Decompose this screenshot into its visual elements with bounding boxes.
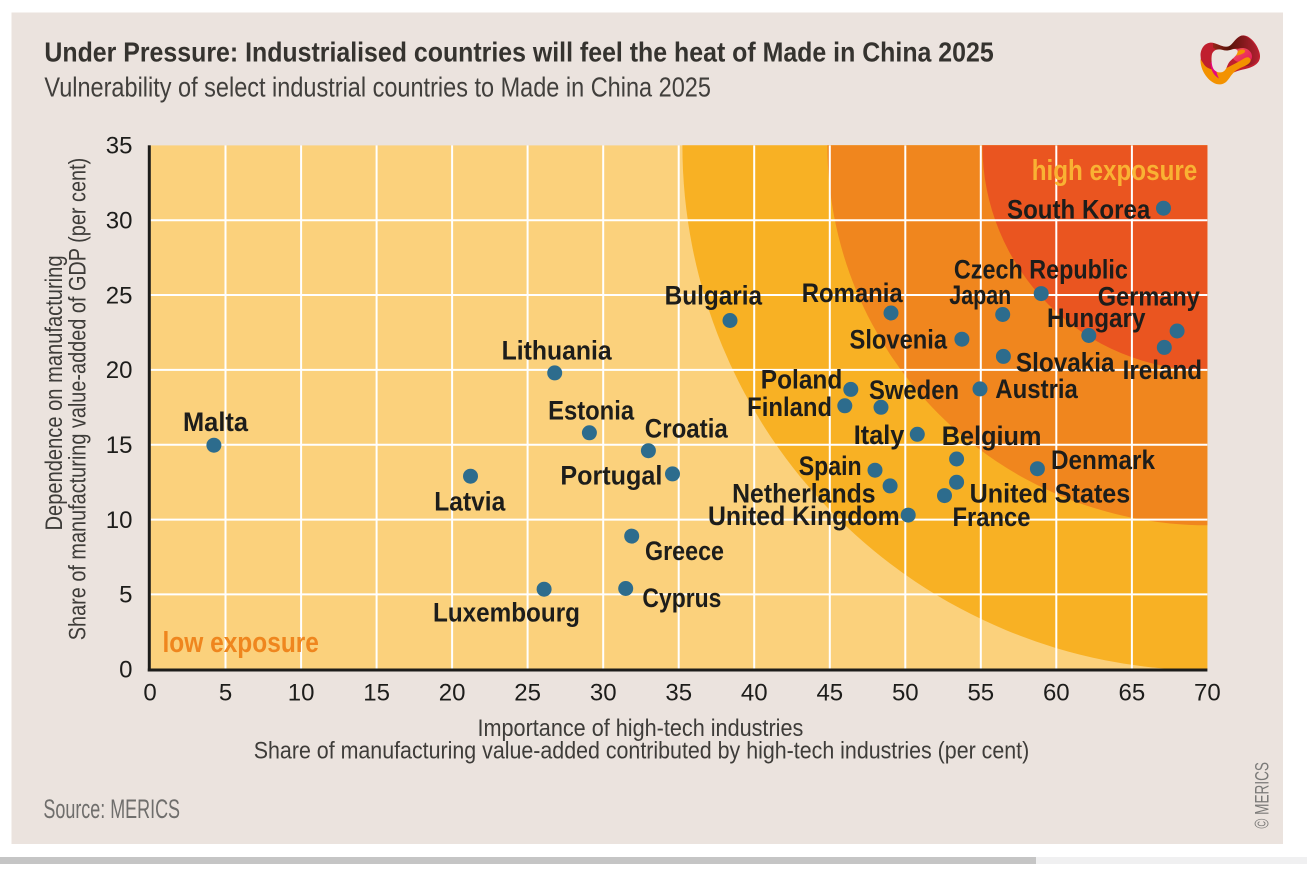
svg-text:Vulnerability of select indust: Vulnerability of select industrial count… (44, 71, 711, 102)
svg-text:low exposure: low exposure (163, 627, 319, 659)
svg-text:Belgium: Belgium (942, 421, 1042, 451)
svg-text:65: 65 (1119, 680, 1146, 707)
svg-text:© MERICS: © MERICS (1253, 762, 1274, 829)
svg-text:Slovakia: Slovakia (1016, 348, 1116, 378)
svg-text:30: 30 (106, 208, 133, 235)
svg-text:Share of manufacturing value-a: Share of manufacturing value-added contr… (254, 737, 1030, 764)
svg-text:50: 50 (892, 680, 919, 707)
svg-text:United States: United States (970, 478, 1131, 508)
svg-text:Czech Republic: Czech Republic (954, 255, 1128, 285)
svg-text:Italy: Italy (854, 420, 905, 450)
svg-text:60: 60 (1043, 680, 1070, 707)
svg-text:40: 40 (741, 680, 768, 707)
svg-text:Estonia: Estonia (548, 395, 635, 425)
svg-text:Lithuania: Lithuania (502, 335, 613, 365)
svg-text:Finland: Finland (747, 392, 832, 422)
svg-text:5: 5 (219, 680, 232, 707)
svg-text:35: 35 (106, 133, 133, 160)
svg-text:Portugal: Portugal (560, 461, 662, 491)
svg-text:20: 20 (106, 357, 133, 384)
svg-text:Denmark: Denmark (1051, 445, 1156, 475)
svg-text:Poland: Poland (761, 365, 843, 395)
svg-text:Greece: Greece (645, 536, 724, 566)
svg-text:45: 45 (816, 680, 843, 707)
svg-text:Source: MERICS: Source: MERICS (43, 794, 180, 824)
svg-text:0: 0 (143, 680, 156, 707)
svg-text:15: 15 (363, 680, 390, 707)
svg-text:Japan: Japan (949, 280, 1011, 310)
svg-text:Dependence on manufacturing: Dependence on manufacturing (41, 256, 68, 531)
svg-text:20: 20 (439, 680, 466, 707)
svg-text:5: 5 (119, 582, 132, 609)
svg-text:Sweden: Sweden (869, 375, 959, 405)
svg-text:30: 30 (590, 680, 617, 707)
svg-text:55: 55 (967, 680, 994, 707)
svg-text:Spain: Spain (799, 451, 862, 481)
svg-text:Austria: Austria (995, 374, 1078, 404)
svg-text:15: 15 (106, 432, 133, 459)
svg-text:Share of manufacturing value-a: Share of manufacturing value-added of GD… (65, 158, 92, 641)
svg-text:25: 25 (514, 680, 541, 707)
svg-text:25: 25 (106, 282, 133, 309)
svg-text:Germany: Germany (1098, 281, 1200, 311)
svg-text:Cyprus: Cyprus (642, 583, 721, 613)
svg-text:Netherlands: Netherlands (732, 478, 876, 508)
svg-text:0: 0 (119, 657, 132, 684)
svg-text:Romania: Romania (802, 278, 904, 308)
svg-text:United Kingdom: United Kingdom (708, 501, 900, 531)
svg-text:South Korea: South Korea (1007, 195, 1151, 225)
svg-text:10: 10 (106, 507, 133, 534)
svg-text:high exposure: high exposure (1032, 155, 1198, 187)
svg-text:Croatia: Croatia (645, 414, 729, 444)
svg-text:35: 35 (665, 680, 692, 707)
svg-text:Latvia: Latvia (434, 487, 506, 517)
svg-text:70: 70 (1194, 680, 1221, 707)
svg-text:Hungary: Hungary (1047, 303, 1146, 333)
svg-text:Importance of high-tech indust: Importance of high-tech industries (478, 715, 804, 742)
svg-text:Slovenia: Slovenia (850, 325, 948, 355)
svg-text:Bulgaria: Bulgaria (665, 281, 763, 311)
svg-text:Ireland: Ireland (1123, 355, 1203, 385)
svg-text:10: 10 (288, 680, 315, 707)
svg-text:Luxembourg: Luxembourg (433, 597, 580, 627)
svg-text:Malta: Malta (183, 407, 249, 437)
svg-text:Under Pressure: Industrialised: Under Pressure: Industrialised countries… (44, 37, 993, 68)
svg-text:France: France (953, 502, 1031, 532)
